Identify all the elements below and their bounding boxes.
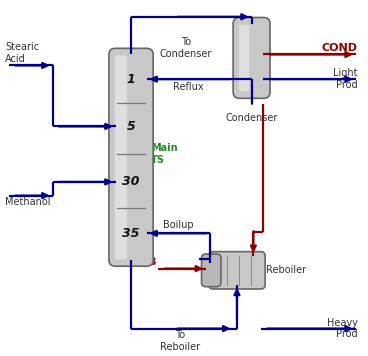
Text: COND: COND (322, 43, 357, 53)
Text: To
Condenser: To Condenser (160, 37, 212, 59)
Text: Methanol: Methanol (5, 197, 50, 207)
Text: REB: REB (132, 257, 157, 267)
Text: Light
Prod: Light Prod (333, 68, 357, 90)
Text: Reflux: Reflux (173, 82, 204, 92)
Text: 30: 30 (122, 176, 140, 188)
Text: Condenser: Condenser (225, 113, 278, 123)
Text: 35: 35 (122, 227, 140, 240)
FancyBboxPatch shape (109, 48, 153, 266)
Text: Boilup: Boilup (163, 220, 193, 230)
FancyBboxPatch shape (202, 254, 221, 287)
Text: 1: 1 (127, 73, 135, 86)
Text: Heavy
Prod: Heavy Prod (327, 318, 357, 339)
FancyBboxPatch shape (239, 25, 249, 91)
FancyBboxPatch shape (115, 56, 127, 259)
Text: Main
TS: Main TS (151, 143, 178, 165)
Text: To
Reboiler: To Reboiler (160, 330, 201, 352)
Text: Reboiler: Reboiler (266, 265, 306, 275)
Text: Stearic
Acid: Stearic Acid (5, 42, 39, 64)
FancyBboxPatch shape (209, 252, 265, 289)
FancyBboxPatch shape (233, 17, 270, 98)
Text: 5: 5 (127, 120, 135, 133)
